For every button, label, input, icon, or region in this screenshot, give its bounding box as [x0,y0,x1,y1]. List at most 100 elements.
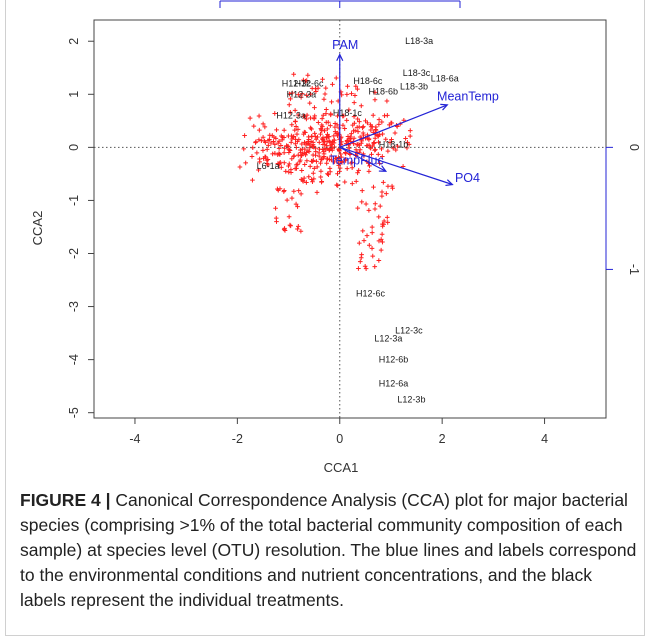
otu-point [287,222,293,228]
otu-point [264,147,270,152]
otu-point [335,171,340,177]
otu-point [315,85,321,91]
otu-point [272,111,278,116]
otu-point [372,264,378,269]
otu-point [352,120,357,126]
otu-point [381,180,386,185]
otu-point [311,158,316,163]
otu-point [296,92,301,97]
otu-point [281,160,287,166]
otu-point [309,86,315,91]
otu-point [256,113,262,119]
otu-point [358,140,364,146]
otu-point [344,166,350,171]
otu-point [382,113,387,118]
otu-point [260,148,266,153]
treatment-label: L18-3c [403,68,431,78]
otu-point [336,155,341,160]
otu-point [355,205,361,211]
otu-point [312,105,317,110]
environmental-vectors: PAM MeanTemp PO4 TempFluc [330,38,499,187]
otu-point [295,161,300,167]
otu-point [314,190,320,195]
otu-point [376,214,382,220]
otu-point [304,112,310,118]
otu-point [346,145,352,151]
otu-point [261,156,266,161]
otu-point [330,82,335,87]
otu-point [359,188,365,193]
otu-point [322,91,328,97]
otu-point [335,183,341,188]
otu-point [379,189,385,195]
otu-point [289,156,295,162]
otu-point [296,188,302,193]
otu-point [303,140,309,146]
otu-point [316,153,322,159]
otu-point [369,224,375,230]
otu-point [282,226,287,231]
otu-point [357,259,363,264]
x-tick-label: -2 [232,432,243,446]
otu-point [325,171,330,177]
otu-point [322,139,327,144]
otu-point [293,124,299,129]
env-vector-arrowhead [378,165,388,172]
otu-point [332,129,338,134]
otu-point [361,238,367,243]
otu-point [370,113,376,118]
cca-plot: -4 -2 0 2 4 2 1 0 -1 -2 -3 -4 -5 0 -1 PAM MeanTemp PO4… [30,0,641,475]
otu-point [353,179,359,184]
otu-point [279,137,285,143]
otu-point [373,147,378,152]
otu-point [377,161,382,166]
otu-point [357,147,363,153]
otu-point [331,159,337,165]
otu-point [309,177,314,182]
figure-caption: FIGURE 4 | Canonical Correspondence Anal… [20,488,640,613]
otu-point [323,85,329,91]
otu-point [314,164,320,170]
otu-point [306,149,312,154]
otu-point [307,100,313,106]
otu-point [367,242,372,248]
otu-point [373,127,379,133]
otu-point [260,121,266,127]
otu-point [310,142,316,147]
otu-point [356,168,361,173]
otu-point [243,160,248,166]
otu-point [318,160,323,166]
otu-point [299,168,305,173]
otu-point [366,208,372,213]
otu-point [333,75,339,81]
otu-point [346,107,352,113]
otu-point [295,226,300,232]
otu-point [276,138,282,144]
otu-point [344,118,350,123]
otu-point [307,164,313,169]
otu-point [298,228,304,234]
otu-point [334,182,339,188]
otu-point [302,146,308,152]
otu-point [403,136,408,141]
otu-point [287,147,292,153]
treatment-label: H12-6c [295,79,325,89]
otu-point [341,113,347,119]
otu-point [259,138,264,143]
otu-point [291,134,297,139]
otu-point [288,223,293,229]
otu-point [289,90,295,96]
otu-point [249,154,255,159]
otu-point [333,131,339,136]
otu-point [380,154,385,159]
otu-point [370,253,376,259]
otu-point [331,133,337,139]
otu-point [273,205,278,211]
y-tick-label: -1 [67,195,81,206]
otu-point [387,122,392,128]
otu-point [288,96,293,102]
otu-point [321,138,326,144]
otu-point [379,146,384,152]
otu-point [289,195,295,201]
otu-point [327,166,333,171]
